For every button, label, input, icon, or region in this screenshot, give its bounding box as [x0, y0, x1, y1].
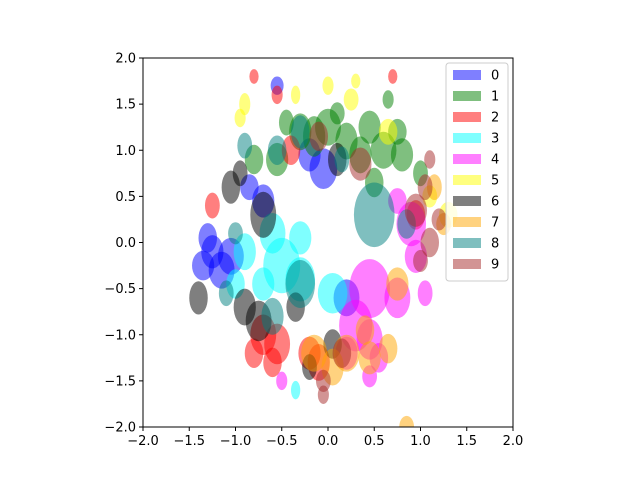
x-tick-label: 0.5 — [364, 434, 385, 449]
data-point — [271, 85, 283, 105]
data-point — [309, 121, 328, 152]
data-point — [261, 297, 284, 335]
legend-label: 0 — [491, 69, 499, 84]
data-point — [353, 182, 395, 248]
data-point — [189, 281, 208, 315]
data-point — [228, 222, 243, 245]
data-point — [413, 249, 428, 273]
y-tick-label: 0.5 — [115, 190, 136, 205]
data-point — [386, 267, 409, 301]
data-point — [404, 193, 427, 227]
y-tick-label: 1.5 — [115, 98, 136, 113]
legend-swatch — [453, 112, 481, 122]
data-point — [322, 76, 334, 95]
data-point — [237, 132, 253, 159]
data-point — [424, 150, 436, 169]
data-point — [317, 385, 329, 404]
data-point — [204, 192, 220, 219]
data-point — [250, 191, 277, 238]
data-point — [263, 347, 282, 378]
x-tick-label: −2.0 — [127, 434, 159, 449]
legend-label: 8 — [491, 237, 499, 252]
legend-swatch — [453, 259, 481, 269]
data-point — [332, 338, 352, 368]
data-point — [417, 280, 433, 307]
data-point — [349, 147, 372, 181]
legend-swatch — [453, 91, 481, 101]
data-point — [390, 138, 414, 172]
legend-label: 1 — [491, 90, 499, 105]
series-8 — [218, 115, 416, 335]
x-tick-label: −0.5 — [266, 434, 298, 449]
data-point — [378, 118, 398, 145]
y-tick-label: −2.0 — [104, 421, 136, 436]
legend-label: 6 — [491, 195, 499, 210]
data-point — [315, 369, 331, 392]
data-point — [420, 227, 439, 258]
data-point — [382, 90, 394, 109]
data-point — [232, 160, 248, 187]
points-layer — [189, 69, 458, 427]
data-point — [291, 380, 301, 400]
data-point — [358, 341, 381, 375]
data-point — [289, 221, 312, 255]
data-point — [431, 208, 447, 231]
x-tick-label: −1.0 — [220, 434, 252, 449]
legend-swatch — [453, 70, 481, 80]
series-9 — [309, 121, 447, 404]
x-tick-label: 2.0 — [503, 434, 524, 449]
data-point — [351, 73, 361, 89]
data-point — [317, 272, 348, 314]
data-point — [249, 69, 259, 84]
legend-label: 4 — [491, 153, 499, 168]
legend-swatch — [453, 175, 481, 185]
y-axis: −2.0 −1.5 −1.0 −0.5 0.0 0.5 1.0 1.5 2.0 — [104, 52, 143, 436]
legend-label: 3 — [491, 132, 499, 147]
legend-swatch — [453, 196, 481, 206]
legend-label: 7 — [491, 216, 499, 231]
y-tick-label: 2.0 — [115, 52, 136, 67]
x-tick-label: 1.0 — [410, 434, 431, 449]
data-point — [388, 69, 398, 84]
data-point — [358, 110, 381, 144]
data-point — [252, 267, 275, 301]
y-tick-label: −1.0 — [104, 328, 136, 343]
x-tick-label: −1.5 — [173, 434, 205, 449]
y-tick-label: 0.0 — [115, 236, 136, 251]
data-point — [201, 235, 224, 269]
x-axis: −2.0 −1.5 −1.0 −0.5 0.0 0.5 1.0 1.5 2.0 — [127, 427, 523, 449]
data-point — [267, 135, 287, 166]
data-point — [343, 88, 359, 111]
y-tick-label: −0.5 — [104, 282, 136, 297]
data-point — [399, 415, 415, 427]
data-point — [218, 280, 234, 307]
data-point — [244, 338, 264, 368]
data-point — [234, 108, 246, 128]
data-point — [276, 371, 288, 391]
data-point — [285, 260, 316, 308]
data-point — [301, 334, 328, 372]
data-point — [278, 109, 294, 136]
data-point — [355, 315, 375, 345]
data-point — [378, 333, 398, 364]
legend-label: 9 — [491, 258, 499, 273]
x-tick-label: 0.0 — [318, 434, 339, 449]
legend-swatch — [453, 217, 481, 227]
y-tick-label: 1.0 — [115, 144, 136, 159]
legend-swatch — [453, 238, 481, 248]
data-point — [334, 146, 350, 173]
data-point — [417, 174, 433, 201]
x-tick-label: 1.5 — [456, 434, 477, 449]
data-point — [329, 102, 345, 125]
legend-label: 2 — [491, 111, 499, 126]
legend-swatch — [453, 154, 481, 164]
legend: 0 1 2 3 4 5 6 7 8 9 — [445, 62, 509, 282]
legend-swatch — [453, 133, 481, 143]
legend-label: 5 — [491, 174, 499, 189]
y-tick-label: −1.5 — [104, 374, 136, 389]
data-point — [291, 115, 310, 149]
data-point — [291, 85, 301, 105]
